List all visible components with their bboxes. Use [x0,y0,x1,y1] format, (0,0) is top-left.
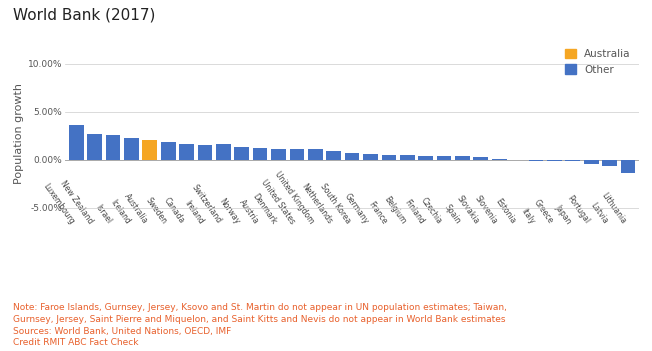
Bar [161,142,175,160]
Bar [529,160,543,161]
Bar [419,155,433,160]
Bar [308,150,323,160]
Bar [234,147,249,160]
Bar [124,138,139,160]
Bar [473,158,488,160]
Bar [345,153,359,160]
Bar [106,135,121,160]
Bar [565,160,580,161]
Y-axis label: Population growth: Population growth [14,83,23,184]
Bar [87,134,102,160]
Bar [437,156,451,160]
Bar [602,160,617,166]
Bar [271,149,286,160]
Bar [253,148,267,160]
Bar [363,154,378,160]
Bar [400,155,415,160]
Bar [455,157,470,160]
Bar [492,159,507,160]
Bar [142,140,157,160]
Bar [289,150,304,160]
Bar [584,160,599,164]
Bar [547,160,562,161]
Bar [621,160,635,173]
Bar [216,144,231,160]
Bar [381,154,396,160]
Bar [198,145,213,160]
Bar [327,151,341,160]
Bar [69,125,83,160]
Text: World Bank (2017): World Bank (2017) [13,7,155,22]
Legend: Australia, Other: Australia, Other [562,46,634,78]
Text: Note: Faroe Islands, Gurnsey, Jersey, Ksovo and St. Martin do not appear in UN p: Note: Faroe Islands, Gurnsey, Jersey, Ks… [13,303,507,347]
Bar [179,145,194,160]
